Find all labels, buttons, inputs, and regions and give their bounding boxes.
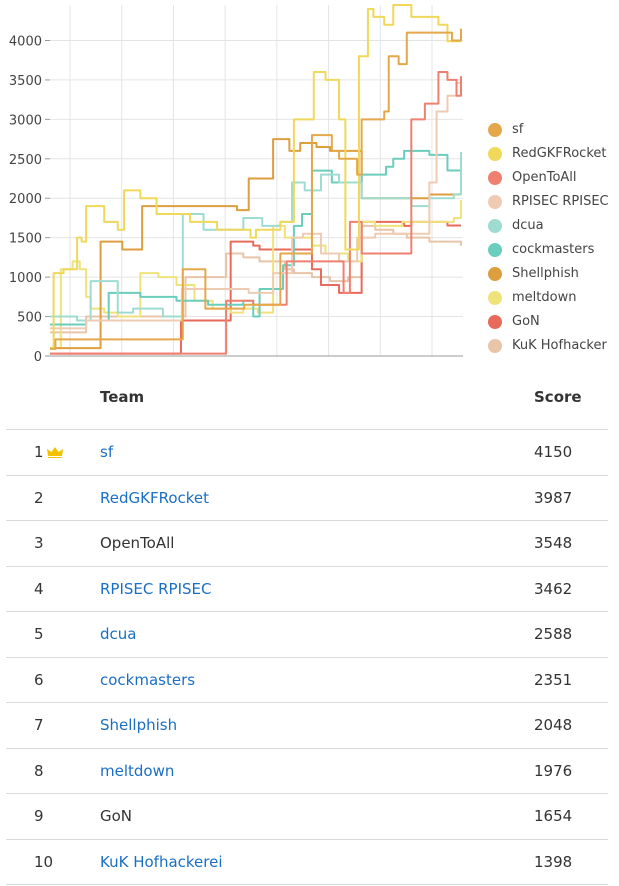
series-line-redgkfrocket[interactable]	[50, 4, 461, 350]
legend-item[interactable]: sf	[487, 118, 609, 142]
legend-swatch	[488, 219, 502, 233]
legend-swatch	[488, 195, 502, 209]
legend-label: KuK Hofhacker	[512, 338, 607, 353]
team-link[interactable]: dcua	[100, 625, 137, 643]
team-link[interactable]: cockmasters	[100, 670, 196, 689]
series-line-opentoall[interactable]	[50, 71, 462, 355]
table-row: 3 OpenToAll 3548	[6, 521, 608, 567]
y-tick-label: 500	[17, 311, 42, 326]
rank-cell: 9	[34, 807, 44, 825]
legend-label: sf	[512, 122, 524, 137]
legend-label: RedGKFRocket	[512, 146, 607, 161]
score-cell: 3462	[534, 579, 573, 598]
team-column-header: Team	[100, 388, 145, 406]
scoreboard-header: Team Score	[6, 376, 608, 430]
legend-label: meltdown	[512, 290, 577, 305]
legend-item[interactable]: RPISEC RPISEC	[487, 190, 609, 214]
y-tick-label: 3500	[9, 74, 42, 89]
score-column-header: Score	[534, 388, 582, 406]
score-chart: 0 500 1000 1500 2000 2500 3000 3500 4000 sf RedGK…	[0, 0, 619, 370]
legend-item[interactable]: RedGKFRocket	[487, 142, 609, 166]
scoreboard-table: Team Score 1 sf 4150 2 RedGKFRocket 3987 3 Open…	[6, 376, 608, 885]
legend-item[interactable]: Shellphish	[487, 262, 609, 286]
rank-cell: 6	[34, 670, 44, 689]
y-tick-label: 1500	[9, 232, 42, 247]
y-tick-label: 2500	[9, 153, 42, 168]
rank-cell: 2	[34, 488, 44, 507]
legend-item[interactable]: GoN	[487, 310, 609, 334]
table-row: 10 KuK Hofhackerei 1398	[6, 840, 608, 885]
score-cell: 1654	[534, 807, 573, 825]
legend-item[interactable]: dcua	[487, 214, 609, 238]
team-name: GoN	[100, 807, 133, 825]
y-tick-label: 3000	[9, 113, 42, 128]
legend-label: GoN	[512, 314, 540, 329]
legend-label: OpenToAll	[512, 170, 577, 185]
rank-cell: 3	[34, 534, 44, 552]
rank-cell: 1	[34, 443, 44, 461]
table-row: 6 cockmasters 2351	[6, 658, 608, 703]
series-line-dcua[interactable]	[50, 151, 462, 322]
y-tick-label: 4000	[9, 34, 42, 49]
scoreboard-rows: 1 sf 4150 2 RedGKFRocket 3987 3 OpenToAll 3548 4 R…	[6, 430, 608, 885]
legend-swatch	[488, 147, 502, 161]
score-cell: 2351	[534, 670, 573, 689]
legend-label: cockmasters	[512, 242, 595, 257]
table-row: 5 dcua 2588	[6, 612, 608, 658]
team-link[interactable]: sf	[100, 443, 114, 461]
team-link[interactable]: KuK Hofhackerei	[100, 852, 223, 871]
series-line-cockmasters[interactable]	[50, 149, 461, 326]
team-link[interactable]: Shellphish	[100, 716, 178, 734]
y-tick-label: 2000	[9, 192, 42, 207]
crown-icon	[47, 447, 63, 458]
legend-swatch	[488, 339, 502, 353]
table-row: 2 RedGKFRocket 3987	[6, 476, 608, 521]
legend-item[interactable]: cockmasters	[487, 238, 609, 262]
score-cell: 2588	[534, 625, 573, 643]
team-link[interactable]: RPISEC RPISEC	[100, 579, 212, 598]
table-row: 9 GoN 1654	[6, 794, 608, 840]
chart-legend: sf RedGKFRocket OpenToAll RPISEC RPISEC dcua…	[487, 118, 609, 358]
series-line-sf[interactable]	[50, 28, 462, 350]
team-link[interactable]: RedGKFRocket	[100, 488, 210, 507]
legend-swatch	[488, 291, 502, 305]
score-cell: 3548	[534, 534, 573, 552]
legend-swatch	[488, 267, 502, 281]
legend-label: dcua	[512, 218, 544, 233]
score-cell: 2048	[534, 716, 573, 734]
table-row: 8 meltdown 1976	[6, 749, 608, 794]
team-name: OpenToAll	[100, 534, 175, 552]
rank-cell: 8	[34, 761, 44, 780]
legend-swatch	[488, 123, 502, 137]
score-cell: 1976	[534, 761, 573, 780]
rank-cell: 5	[34, 625, 44, 643]
score-cell: 1398	[534, 852, 573, 871]
table-row: 4 RPISEC RPISEC 3462	[6, 567, 608, 612]
table-row: 7 Shellphish 2048	[6, 703, 608, 749]
score-cell: 3987	[534, 488, 573, 507]
legend-swatch	[488, 171, 502, 185]
y-tick-label: 1000	[9, 271, 42, 286]
table-row: 1 sf 4150	[6, 430, 608, 476]
rank-cell: 4	[34, 579, 44, 598]
legend-item[interactable]: OpenToAll	[487, 166, 609, 190]
score-chart-svg: 0 500 1000 1500 2000 2500 3000 3500 4000	[9, 4, 463, 365]
legend-label: RPISEC RPISEC	[512, 194, 609, 209]
legend-item[interactable]: KuK Hofhacker	[487, 334, 609, 358]
legend-label: Shellphish	[512, 266, 579, 281]
team-link[interactable]: meltdown	[100, 761, 175, 780]
y-tick-label: 0	[34, 350, 42, 365]
legend-swatch	[488, 243, 502, 257]
legend-swatch	[488, 315, 502, 329]
rank-cell: 7	[34, 716, 44, 734]
score-cell: 4150	[534, 443, 573, 461]
legend-item[interactable]: meltdown	[487, 286, 609, 310]
rank-cell: 10	[34, 852, 54, 871]
